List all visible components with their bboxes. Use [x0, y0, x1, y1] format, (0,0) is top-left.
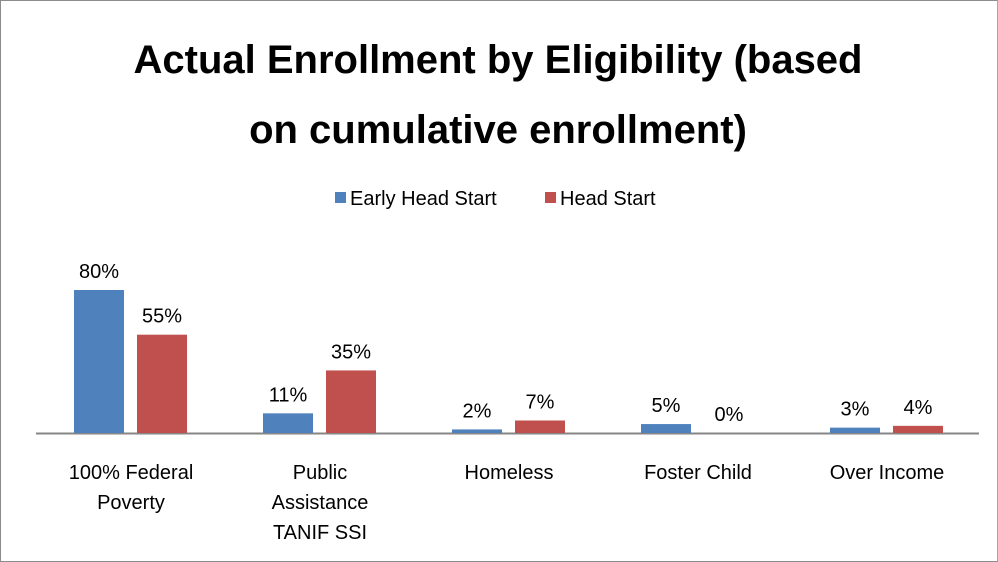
- category-label-over-income-line-1: Over Income: [830, 462, 944, 484]
- category-label-100-federal-poverty-line-2: Poverty: [97, 492, 165, 514]
- category-label-public-assistance-tanif-ssi-line-3: TANIF SSI: [273, 522, 367, 544]
- data-label-early-head-start-over-income: 3%: [841, 399, 870, 421]
- category-label-homeless-line-1: Homeless: [465, 462, 554, 484]
- bar-early-head-start-over-income: [830, 427, 880, 433]
- category-label-public-assistance-tanif-ssi-line-2: Assistance: [272, 492, 369, 514]
- data-label-early-head-start-homeless: 2%: [463, 400, 492, 422]
- data-label-head-start-over-income: 4%: [904, 397, 933, 419]
- data-label-head-start-homeless: 7%: [526, 391, 555, 413]
- chart-title-line-2: on cumulative enrollment): [249, 108, 747, 152]
- data-label-head-start-public-assistance-tanif-ssi: 35%: [331, 341, 371, 363]
- bar-early-head-start-homeless: [452, 429, 502, 433]
- legend-label-early-head-start: Early Head Start: [350, 188, 497, 210]
- data-label-early-head-start-100-federal-poverty: 80%: [79, 261, 119, 283]
- data-label-early-head-start-foster-child: 5%: [652, 395, 681, 417]
- bar-early-head-start-public-assistance-tanif-ssi: [263, 413, 313, 433]
- legend-swatch-early-head-start: [335, 192, 346, 203]
- category-label-public-assistance-tanif-ssi-line-1: Public: [293, 462, 347, 484]
- bar-head-start-public-assistance-tanif-ssi: [326, 370, 376, 433]
- bar-early-head-start-foster-child: [641, 424, 691, 433]
- category-label-100-federal-poverty-line-1: 100% Federal: [69, 462, 194, 484]
- data-label-head-start-foster-child: 0%: [715, 404, 744, 426]
- bar-head-start-homeless: [515, 420, 565, 433]
- legend-label-head-start: Head Start: [560, 188, 656, 210]
- legend: Early Head Start Head Start: [335, 188, 656, 210]
- bar-early-head-start-100-federal-poverty: [74, 290, 124, 433]
- data-label-head-start-100-federal-poverty: 55%: [142, 306, 182, 328]
- bar-head-start-100-federal-poverty: [137, 334, 187, 433]
- category-label-foster-child-line-1: Foster Child: [644, 462, 752, 484]
- plot-area: 80% 55% 100% Federal Poverty 11% 35% Public Ass…: [36, 261, 979, 544]
- bar-head-start-over-income: [893, 425, 943, 433]
- chart-title-line-1: Actual Enrollment by Eligibility (based: [133, 38, 862, 82]
- legend-swatch-head-start: [545, 192, 556, 203]
- data-label-early-head-start-public-assistance-tanif-ssi: 11%: [269, 384, 308, 406]
